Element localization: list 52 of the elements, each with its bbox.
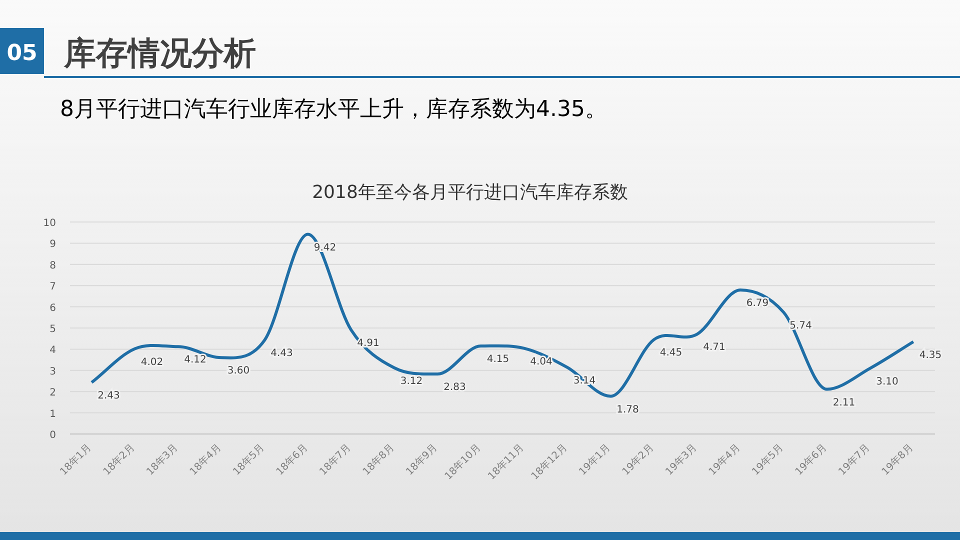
text: 4.45 [660, 348, 682, 359]
y-tick-label: 2 [50, 388, 56, 399]
y-tick-label: 5 [50, 324, 56, 335]
x-tick-label: 18年10月 [442, 442, 483, 482]
text: 05 [6, 41, 38, 66]
x-tick-label: 19年5月 [750, 442, 786, 478]
y-tick-label: 9 [50, 239, 56, 250]
text: 3.10 [876, 376, 898, 388]
text: 4.02 [140, 356, 164, 368]
x-tick-label: 18年5月 [230, 442, 267, 478]
y-tick-label: 0 [50, 430, 56, 441]
x-tick-label: 18年7月 [317, 442, 354, 478]
x-tick-label: 19年3月 [663, 442, 700, 478]
x-tick-label: 18年9月 [404, 442, 440, 478]
x-tick-label: 18年2月 [100, 442, 137, 478]
text: 4.12 [184, 354, 206, 366]
x-tick-label: 18年4月 [187, 442, 224, 478]
x-tick-label: 19年8月 [879, 442, 916, 478]
x-tick-label: 18年3月 [144, 442, 180, 478]
text: 3.60 [227, 366, 250, 377]
x-tick-label: 19年4月 [706, 442, 742, 478]
y-tick-label: 6 [50, 302, 56, 314]
y-tick-label: 10 [43, 218, 56, 229]
x-tick-label: 19年6月 [792, 442, 829, 478]
text: 3.12 [400, 376, 423, 387]
y-tick-label: 3 [50, 366, 56, 378]
y-tick-label: 8 [50, 260, 56, 272]
text: 2.11 [832, 397, 856, 408]
text: 1.78 [616, 404, 639, 416]
x-tick-label: 18年1月 [58, 442, 94, 478]
x-tick-label: 19年7月 [836, 442, 872, 478]
text: 库存情况分析 [63, 34, 256, 72]
y-tick-label: 7 [50, 282, 56, 293]
x-tick-label: 19年1月 [576, 442, 613, 478]
x-tick-label: 18年11月 [486, 442, 526, 482]
text: 8月平行进口汽车行业库存水平上升，库存系数为4.35。 [60, 97, 607, 122]
text: 4.04 [530, 356, 552, 368]
text: 2.83 [444, 382, 466, 394]
text: 4.35 [919, 350, 942, 361]
x-tick-label: 18年6月 [274, 442, 310, 478]
x-tick-label: 19年2月 [620, 442, 656, 478]
y-tick-label: 1 [50, 408, 56, 420]
text: 4.71 [703, 342, 726, 354]
text: 2.43 [98, 390, 120, 402]
x-tick-label: 18年8月 [360, 442, 396, 478]
chart-title: 2018年至今各月平行进口汽车库存系数 [312, 182, 628, 203]
x-tick-label: 18年12月 [528, 442, 570, 482]
text: 6.79 [746, 298, 769, 310]
y-tick-label: 4 [50, 345, 56, 356]
line-series [90, 232, 915, 398]
text: 4.15 [486, 354, 510, 366]
text: 4.43 [270, 348, 293, 360]
